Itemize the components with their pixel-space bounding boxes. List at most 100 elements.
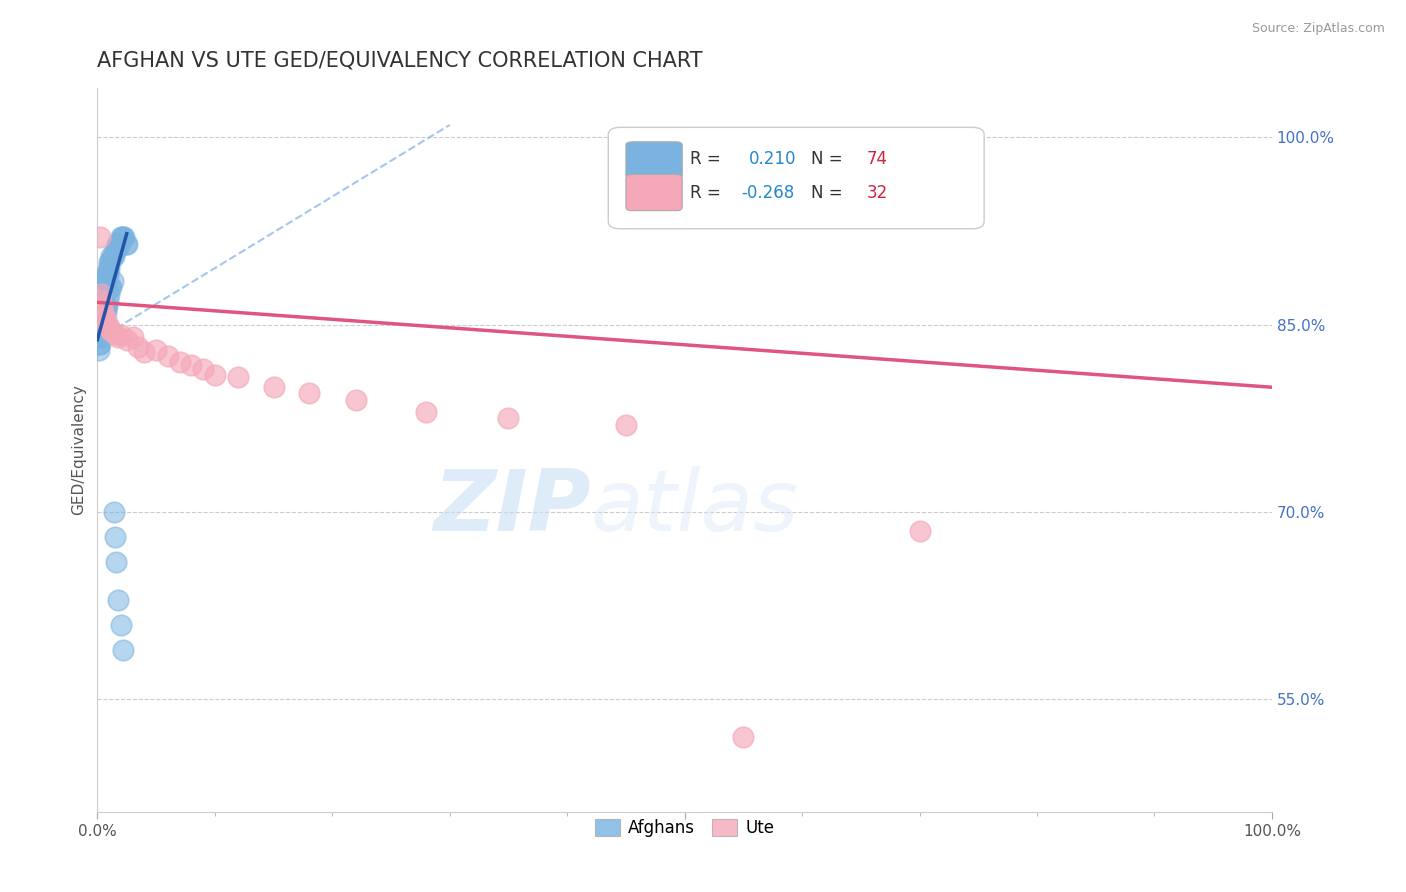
Point <box>263 380 285 394</box>
Point <box>94 280 117 294</box>
Point <box>191 361 214 376</box>
Point <box>108 236 131 251</box>
Point <box>93 305 115 319</box>
Point <box>93 280 115 294</box>
Point <box>105 555 128 569</box>
Point <box>94 299 117 313</box>
Point <box>110 230 132 244</box>
Point <box>91 318 114 332</box>
Text: 0.210: 0.210 <box>749 150 797 169</box>
Point <box>115 333 138 347</box>
Point <box>90 305 112 319</box>
Point <box>733 730 755 744</box>
Point <box>127 340 149 354</box>
Point <box>90 286 112 301</box>
Point <box>107 330 129 344</box>
Point <box>100 324 122 338</box>
Point <box>908 524 931 538</box>
Point <box>180 358 202 372</box>
Text: R =: R = <box>690 150 727 169</box>
Point <box>104 243 127 257</box>
Point <box>107 236 129 251</box>
Text: -0.268: -0.268 <box>741 184 794 202</box>
Point <box>112 642 135 657</box>
Point <box>91 324 114 338</box>
Legend: Afghans, Ute: Afghans, Ute <box>588 812 780 843</box>
Point <box>105 243 128 257</box>
Point <box>91 280 114 294</box>
Point <box>104 326 127 341</box>
Point <box>90 330 112 344</box>
FancyBboxPatch shape <box>609 128 984 228</box>
Point <box>121 330 143 344</box>
Point <box>115 236 138 251</box>
FancyBboxPatch shape <box>626 175 682 211</box>
Point <box>298 386 321 401</box>
Point <box>91 293 114 307</box>
Point <box>93 311 115 326</box>
Point <box>112 230 135 244</box>
Point <box>87 343 110 357</box>
Point <box>94 305 117 319</box>
Point <box>226 370 249 384</box>
Point <box>97 293 120 307</box>
Point <box>97 268 120 282</box>
Text: 74: 74 <box>866 150 887 169</box>
Point <box>96 268 118 282</box>
Point <box>91 305 114 319</box>
Point <box>87 318 110 332</box>
Point <box>111 230 134 244</box>
Point <box>93 286 115 301</box>
Point <box>134 345 156 359</box>
Point <box>94 311 117 326</box>
Point <box>89 330 111 344</box>
Point <box>96 274 118 288</box>
Y-axis label: GED/Equivalency: GED/Equivalency <box>72 384 86 516</box>
FancyBboxPatch shape <box>626 142 682 178</box>
Point <box>98 320 121 334</box>
Point <box>89 311 111 326</box>
Point <box>94 268 117 282</box>
Point <box>89 293 111 307</box>
Point <box>110 327 132 342</box>
Point <box>98 255 121 269</box>
Point <box>89 305 111 319</box>
Point <box>110 617 132 632</box>
Point <box>204 368 226 382</box>
Point <box>89 230 111 244</box>
Point <box>91 286 114 301</box>
Point <box>91 311 114 326</box>
Point <box>169 355 191 369</box>
Point <box>344 392 367 407</box>
Point <box>94 274 117 288</box>
Point <box>89 336 111 351</box>
Point <box>90 324 112 338</box>
Point <box>156 349 179 363</box>
Point <box>103 249 125 263</box>
Point <box>93 274 115 288</box>
Point <box>100 280 122 294</box>
Point <box>90 293 112 307</box>
Point <box>105 236 128 251</box>
Point <box>93 311 115 326</box>
Point <box>96 299 118 313</box>
Point <box>91 280 114 294</box>
Point <box>98 261 121 276</box>
Point <box>90 286 112 301</box>
Point <box>107 592 129 607</box>
Point <box>87 330 110 344</box>
Point <box>87 293 110 307</box>
Point <box>100 249 122 263</box>
Point <box>90 299 112 313</box>
Text: N =: N = <box>811 184 848 202</box>
Text: N =: N = <box>811 150 848 169</box>
Text: AFGHAN VS UTE GED/EQUIVALENCY CORRELATION CHART: AFGHAN VS UTE GED/EQUIVALENCY CORRELATIO… <box>97 51 703 70</box>
Text: 32: 32 <box>866 184 889 202</box>
Point <box>91 293 114 307</box>
Point <box>91 299 114 313</box>
Point <box>91 299 114 313</box>
Point <box>415 405 437 419</box>
Point <box>87 336 110 351</box>
Point <box>96 318 118 332</box>
Point <box>145 343 167 357</box>
